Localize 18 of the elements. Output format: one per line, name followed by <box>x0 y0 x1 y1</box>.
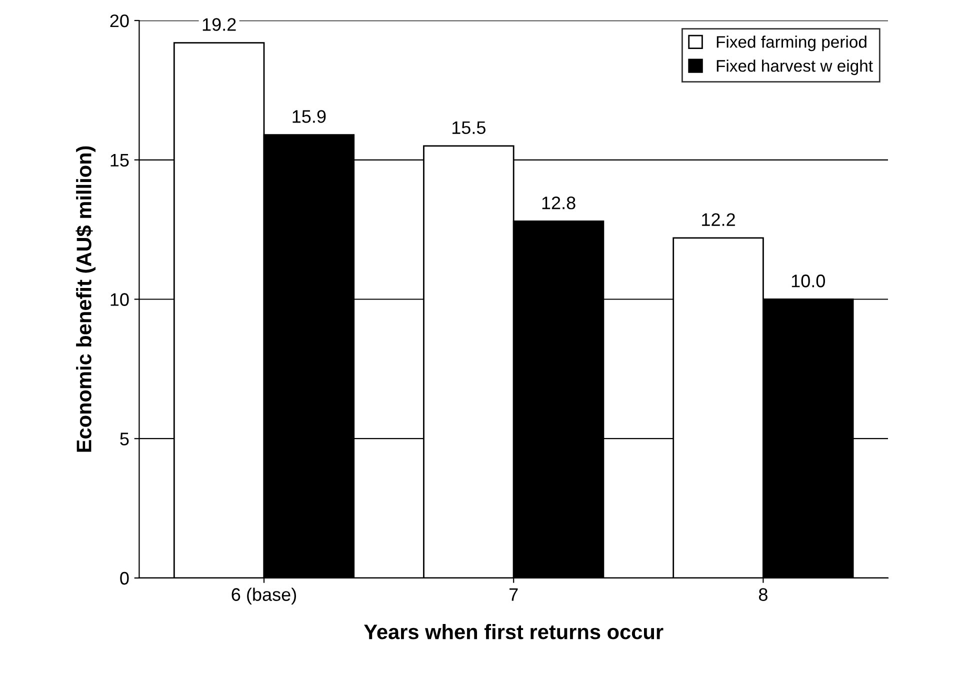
y-axis-title: Economic benefit (AU$ million) <box>76 146 96 452</box>
y-tick-label: 5 <box>120 432 129 446</box>
data-label: 19.2 <box>202 18 236 31</box>
legend-label: Fixed farming period <box>716 36 866 52</box>
y-tick-label: 15 <box>110 154 129 167</box>
legend-label: Fixed harvest w eight <box>716 60 873 76</box>
x-tick-label: 8 <box>758 588 768 601</box>
y-tick-label: 0 <box>120 572 129 585</box>
x-axis-title: Years when first returns occur <box>364 624 664 640</box>
x-tick-label: 7 <box>510 588 518 601</box>
y-tick-label: 10 <box>110 293 129 306</box>
data-label: 12.2 <box>702 213 735 226</box>
x-tick-label: 6 (base) <box>232 588 296 605</box>
data-label: 15.9 <box>292 110 326 123</box>
data-label: 12.8 <box>542 196 576 210</box>
data-label: 15.5 <box>452 121 486 134</box>
y-tick-label: 20 <box>110 14 129 28</box>
data-label: 10.0 <box>792 274 825 288</box>
